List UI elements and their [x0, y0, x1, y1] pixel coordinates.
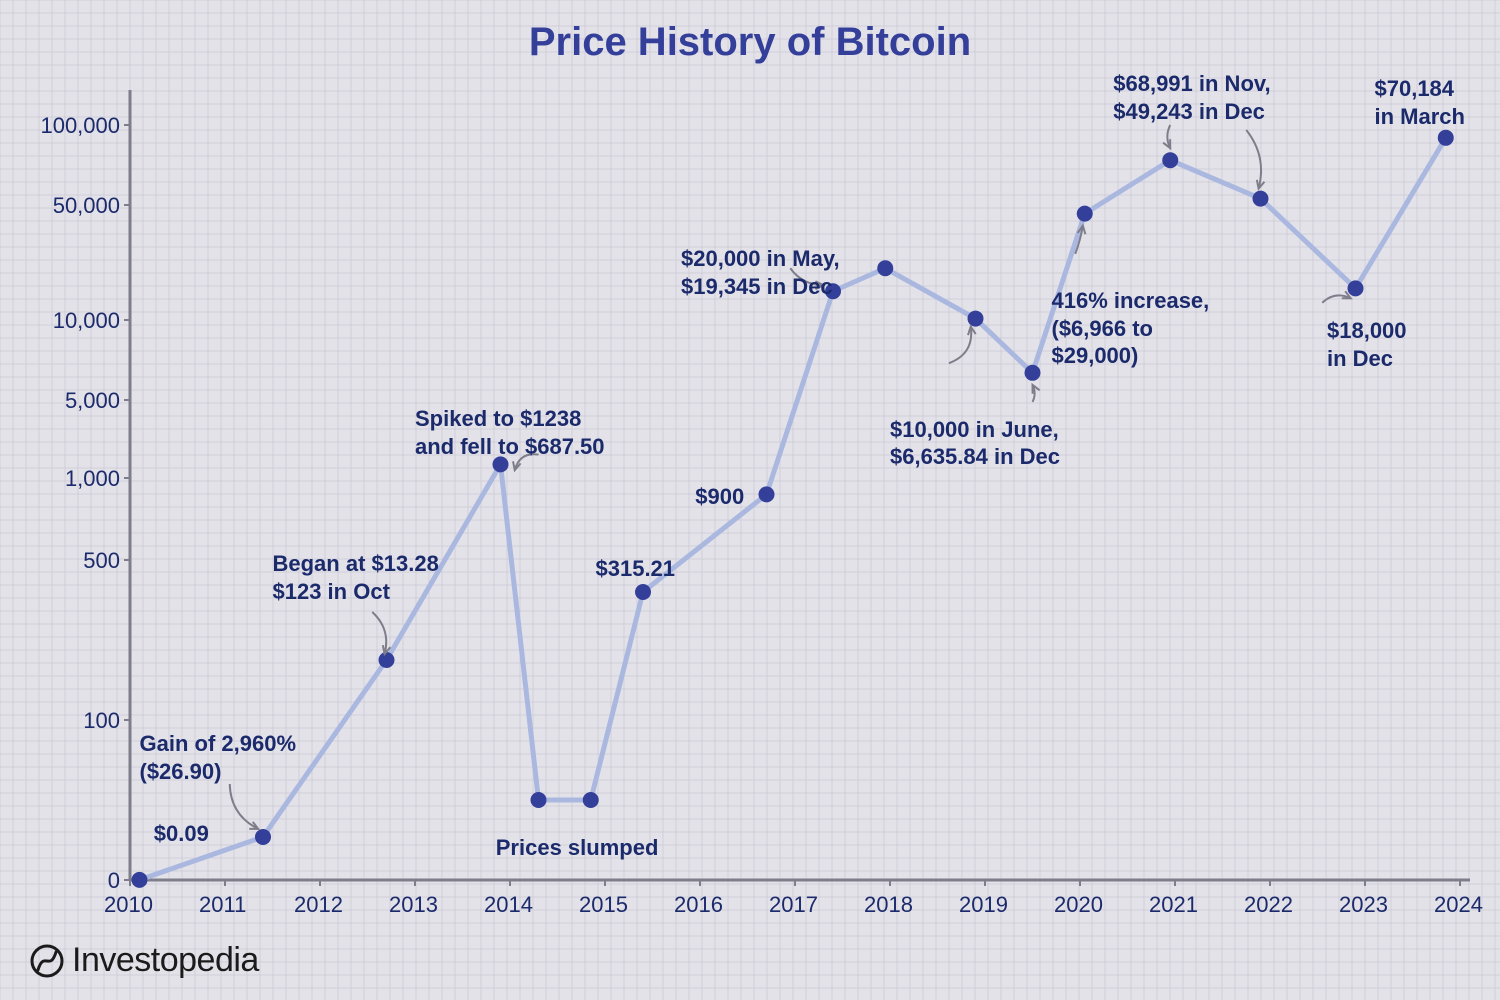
annotation-a_2019: $10,000 in June, $6,635.84 in Dec	[890, 416, 1060, 471]
chart-title: Price History of Bitcoin	[0, 20, 1500, 65]
annotation-a_slumped: Prices slumped	[496, 834, 659, 862]
x-tick-label: 2015	[579, 892, 628, 918]
annotation-a_900: $900	[695, 483, 744, 511]
annotation-a_2022: $18,000 in Dec	[1327, 317, 1407, 372]
y-tick-label: 5,000	[65, 388, 120, 414]
x-tick-label: 2022	[1244, 892, 1293, 918]
investopedia-icon	[30, 944, 64, 978]
x-tick-label: 2023	[1339, 892, 1388, 918]
annotation-a_2017: $20,000 in May, $19,345 in Dec	[681, 245, 840, 300]
y-tick-label: 500	[83, 548, 120, 574]
brand-text: Investopedia	[72, 941, 259, 980]
x-tick-label: 2018	[864, 892, 913, 918]
x-tick-label: 2013	[389, 892, 438, 918]
x-tick-label: 2021	[1149, 892, 1198, 918]
x-tick-label: 2024	[1434, 892, 1483, 918]
x-tick-label: 2016	[674, 892, 723, 918]
bitcoin-price-chart: Price History of Bitcoin 0 100 500 1,000 5,0…	[0, 0, 1500, 1000]
brand-logo: Investopedia	[30, 941, 259, 980]
annotation-a_2013: Spiked to $1238 and fell to $687.50	[415, 405, 605, 460]
y-tick-label: 1,000	[65, 466, 120, 492]
annotation-a_2011: Gain of 2,960% ($26.90)	[140, 730, 297, 785]
x-tick-label: 2020	[1054, 892, 1103, 918]
x-tick-label: 2010	[104, 892, 153, 918]
annotation-a_2020: 416% increase, ($6,966 to $29,000)	[1052, 287, 1210, 370]
x-tick-label: 2017	[769, 892, 818, 918]
annotation-a_2013_begin: Began at $13.28 $123 in Oct	[273, 550, 439, 605]
x-tick-label: 2014	[484, 892, 533, 918]
annotation-a_2010: $0.09	[154, 820, 209, 848]
chart-svg	[0, 0, 1500, 1000]
x-tick-label: 2019	[959, 892, 1008, 918]
x-tick-label: 2011	[199, 892, 246, 918]
annotation-a_315: $315.21	[596, 555, 676, 583]
x-tick-label: 2012	[294, 892, 343, 918]
annotation-a_2024: $70,184 in March	[1375, 75, 1465, 130]
y-tick-label: 10,000	[53, 308, 120, 334]
y-tick-label: 0	[108, 868, 120, 894]
y-tick-label: 50,000	[53, 193, 120, 219]
y-tick-label: 100,000	[40, 113, 120, 139]
annotation-a_2021: $68,991 in Nov, $49,243 in Dec	[1113, 70, 1270, 125]
y-tick-label: 100	[83, 708, 120, 734]
